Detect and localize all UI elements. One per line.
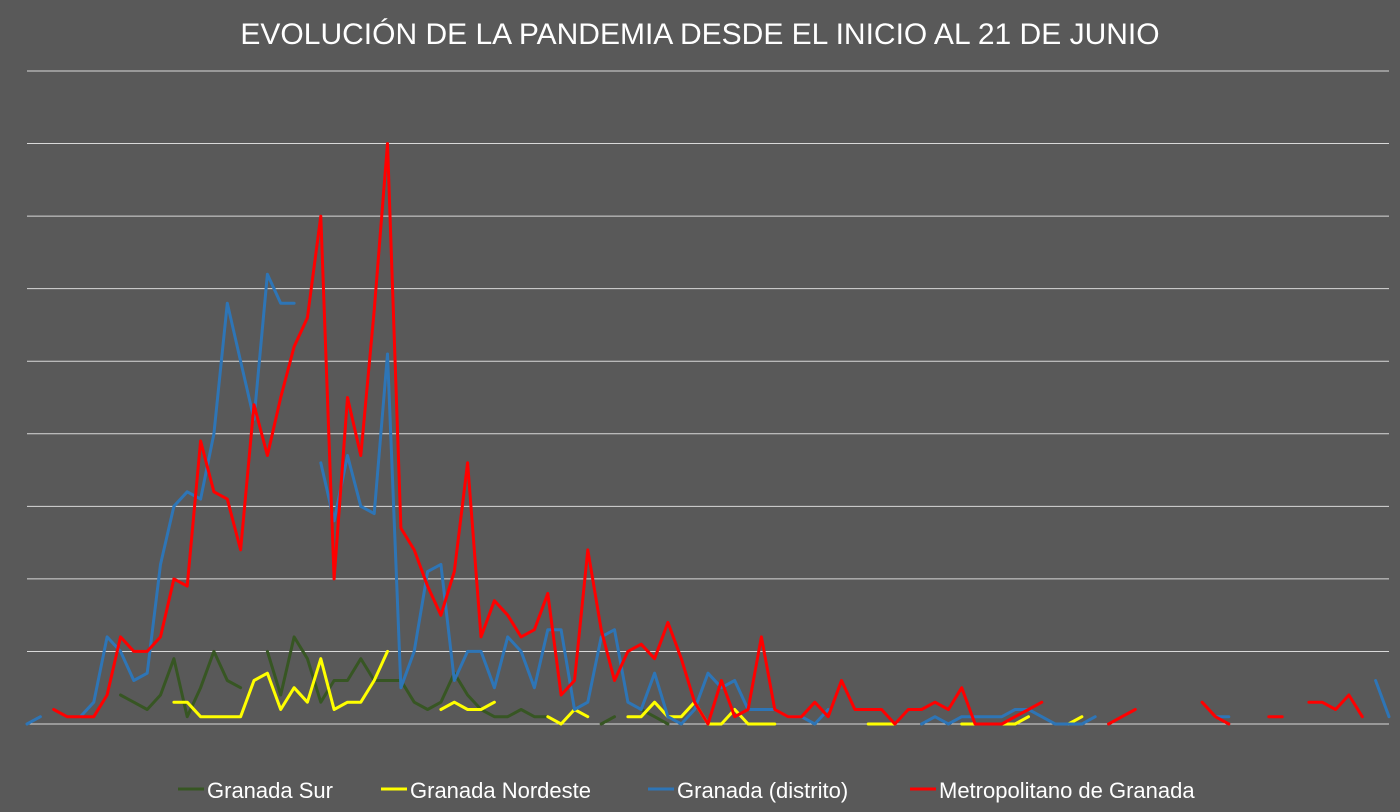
gridlines (27, 70, 1389, 725)
series-line-granada-distrito (25, 715, 42, 726)
series-line-granada-distrito (1374, 679, 1391, 719)
series-line-granada-distrito (920, 708, 1097, 726)
series-line-granada-nordeste (172, 649, 389, 719)
series-granada-distrito (25, 272, 1391, 726)
series-granada-nordeste (172, 649, 1084, 726)
series-line-granada-sur (119, 649, 243, 719)
series-lines (25, 142, 1391, 726)
legend-label-granada-sur: Granada Sur (207, 778, 333, 803)
series-line-metropolitano-de-granada (1107, 708, 1137, 726)
legend-label-metropolitano-de-granada: Metropolitano de Granada (939, 778, 1195, 803)
legend-item-metropolitano-de-granada: Metropolitano de Granada (910, 778, 1195, 803)
legend-item-granada-distrito: Granada (distrito) (648, 778, 848, 803)
series-line-granada-nordeste (439, 700, 496, 711)
series-line-granada-distrito (78, 272, 296, 719)
series-line-granada-distrito (319, 352, 830, 726)
legend-item-granada-nordeste: Granada Nordeste (381, 778, 591, 803)
legend: Granada Sur Granada Nordeste Granada (di… (178, 778, 1195, 803)
series-line-granada-sur (599, 715, 616, 726)
series-metropolitano-de-granada (52, 142, 1364, 726)
series-line-metropolitano-de-granada (52, 142, 1044, 726)
legend-label-granada-distrito: Granada (distrito) (677, 778, 848, 803)
chart-title: EVOLUCIÓN DE LA PANDEMIA DESDE EL INICIO… (240, 18, 1159, 51)
series-line-granada-nordeste (546, 708, 590, 726)
legend-item-granada-sur: Granada Sur (178, 778, 333, 803)
series-line-metropolitano-de-granada (1307, 693, 1364, 719)
series-granada-sur (119, 635, 670, 726)
series-line-metropolitano-de-granada (1200, 700, 1231, 726)
legend-label-granada-nordeste: Granada Nordeste (410, 778, 591, 803)
